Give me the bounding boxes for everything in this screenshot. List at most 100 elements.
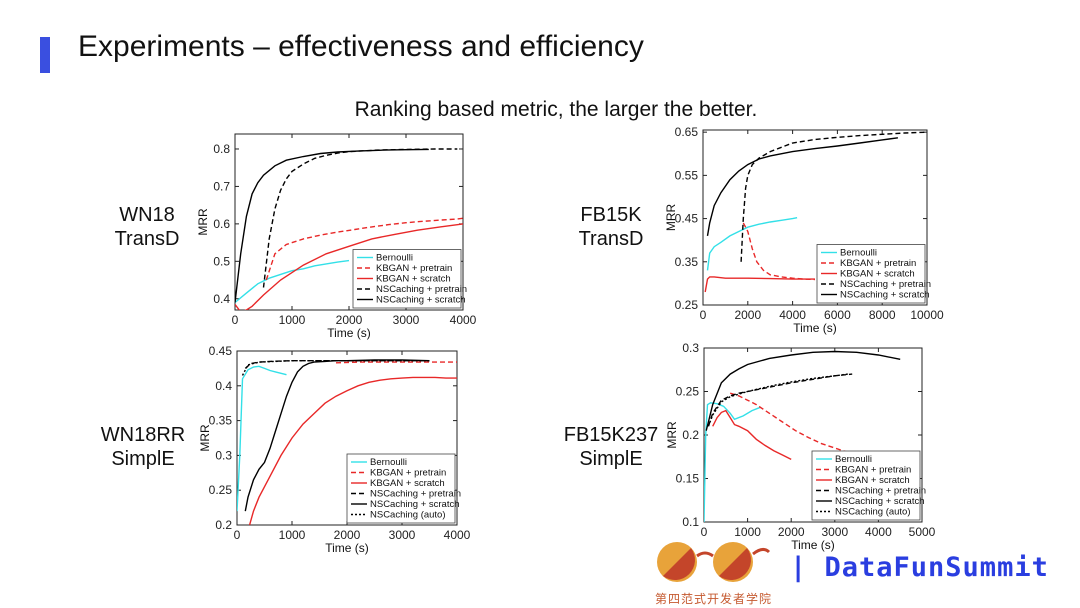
x-axis-label: Time (s) [325, 541, 369, 555]
x-tick-label: 3000 [389, 528, 416, 542]
y-tick-label: 0.3 [682, 341, 699, 355]
chart-label-wn18: WN18 TransD [92, 203, 202, 251]
y-tick-label: 0.25 [675, 298, 699, 312]
legend-entry: KBGAN + pretrain [370, 468, 446, 479]
x-tick-label: 1000 [279, 528, 306, 542]
y-tick-label: 0.25 [209, 483, 233, 497]
slide-subtitle: Ranking based metric, the larger the bet… [354, 98, 758, 121]
series-line-kbgan-scratch [712, 409, 792, 461]
y-tick-label: 0.4 [215, 379, 232, 393]
glasses-left-shade [663, 548, 695, 580]
chart-label-line: TransD [114, 228, 180, 250]
x-tick-label: 2000 [778, 525, 805, 539]
legend-entry: NSCaching + pretrain [370, 489, 461, 500]
series-line-kbgan-scratch [235, 223, 463, 310]
legend [346, 453, 456, 524]
x-tick-label: 0 [700, 308, 707, 322]
x-tick-label: 4000 [779, 308, 806, 322]
legend-entry: KBGAN + scratch [370, 478, 445, 489]
legend-entry: KBGAN + pretrain [840, 258, 916, 269]
series-line-nscaching-auto [707, 373, 848, 427]
y-tick-label: 0.6 [213, 217, 230, 231]
y-tick-label: 0.7 [213, 179, 230, 193]
x-tick-label: 6000 [824, 308, 851, 322]
slide-title: Experiments – effectiveness and efficien… [78, 30, 644, 63]
legend-entry: NSCaching (auto) [370, 510, 446, 521]
chart-label-fb15k237: FB15K237 SimplE [556, 423, 666, 471]
x-axis-label: Time (s) [791, 538, 835, 552]
legend-entry: Bernoulli [840, 248, 877, 259]
x-tick-label: 8000 [869, 308, 896, 322]
y-tick-label: 0.2 [215, 518, 232, 532]
x-tick-label: 1000 [279, 313, 306, 327]
y-tick-label: 0.15 [676, 472, 700, 486]
y-axis-label: MRR [664, 204, 678, 232]
series-line-nscaching-scratch [705, 350, 901, 431]
chart-label-line: FB15K [580, 204, 642, 226]
glasses-right-shade [719, 548, 751, 580]
x-axis-label: Time (s) [327, 326, 371, 340]
x-tick-label: 1000 [734, 525, 761, 539]
legend-entry: NSCaching + scratch [370, 499, 460, 510]
legend-entry: KBGAN + pretrain [835, 465, 911, 476]
chart-label-line: SimplE [579, 448, 643, 470]
chart-label-line: FB15K237 [563, 424, 659, 446]
legend-entry: KBGAN + scratch [376, 274, 451, 285]
legend-entry: NSCaching + scratch [376, 295, 466, 306]
chart-wn18rr-simple: 0 1000 2000 3000 4000 0.2 0.25 0.3 0.35 0.4 0.45 Ti… [198, 344, 471, 555]
x-tick-label: 2000 [336, 313, 363, 327]
chart-label-line: WN18 [119, 204, 175, 226]
legend-entry: NSCaching (auto) [835, 507, 911, 518]
y-tick-label: 0.2 [682, 428, 699, 442]
chart-label-line: WN18RR [100, 424, 186, 446]
x-tick-label: 5000 [909, 525, 936, 539]
y-tick-label: 0.35 [209, 414, 233, 428]
series-line-kbgan-scratch [248, 376, 457, 525]
legend-entry: KBGAN + scratch [840, 269, 915, 280]
series-line-nscaching-auto [241, 359, 430, 376]
y-tick-label: 0.1 [682, 515, 699, 529]
chart-label-line: TransD [578, 228, 644, 250]
series-line-bernoulli [704, 402, 761, 522]
brand-name: | DataFunSummit [790, 552, 1049, 583]
brand-logo [657, 542, 771, 582]
series-line-kbgan-pretrain [335, 361, 457, 364]
y-tick-label: 0.55 [675, 168, 699, 182]
y-tick-label: 0.8 [213, 142, 230, 156]
x-tick-label: 4000 [450, 313, 477, 327]
chart-label-fb15k: FB15K TransD [556, 203, 666, 251]
x-tick-label: 0 [232, 313, 239, 327]
series-line-nscaching-pretrain [740, 131, 927, 262]
series-line-kbgan-scratch [704, 276, 815, 293]
x-tick-label: 3000 [821, 525, 848, 539]
y-axis-label: MRR [198, 424, 212, 452]
series-line-kbgan-pretrain [265, 217, 463, 281]
chart-fb15k237-simple: 0 1000 2000 3000 4000 5000 0.1 0.15 0.2 0.25 0.3 Ti… [665, 341, 936, 552]
x-axis-label: Time (s) [793, 321, 837, 335]
legend-entry: NSCaching + scratch [835, 496, 925, 507]
x-tick-label: 3000 [393, 313, 420, 327]
y-axis-label: MRR [665, 421, 679, 449]
legend-entry: NSCaching + scratch [840, 290, 930, 301]
legend-entry: KBGAN + pretrain [376, 263, 452, 274]
x-tick-label: 2000 [334, 528, 361, 542]
brand-tagline: 第四范式开发者学院 [655, 592, 773, 606]
glasses-bridge [696, 551, 714, 558]
series-line-nscaching-pretrain [262, 148, 458, 288]
legend-entry: Bernoulli [835, 454, 872, 465]
x-tick-label: 0 [234, 528, 241, 542]
x-tick-label: 0 [701, 525, 708, 539]
legend-entry: NSCaching + pretrain [840, 279, 931, 290]
y-tick-label: 0.4 [213, 292, 230, 306]
series-line-bernoulli [237, 365, 287, 512]
legend [811, 450, 921, 521]
legend-entry: KBGAN + scratch [835, 475, 910, 486]
x-tick-label: 4000 [444, 528, 471, 542]
legend-entry: NSCaching + pretrain [376, 284, 467, 295]
y-tick-label: 0.45 [675, 212, 699, 226]
legend-entry: NSCaching + pretrain [835, 486, 926, 497]
y-tick-label: 0.45 [209, 344, 233, 358]
series-line-nscaching-scratch [706, 137, 898, 237]
glasses-temple [752, 547, 771, 556]
series-line-bernoulli [235, 259, 350, 304]
